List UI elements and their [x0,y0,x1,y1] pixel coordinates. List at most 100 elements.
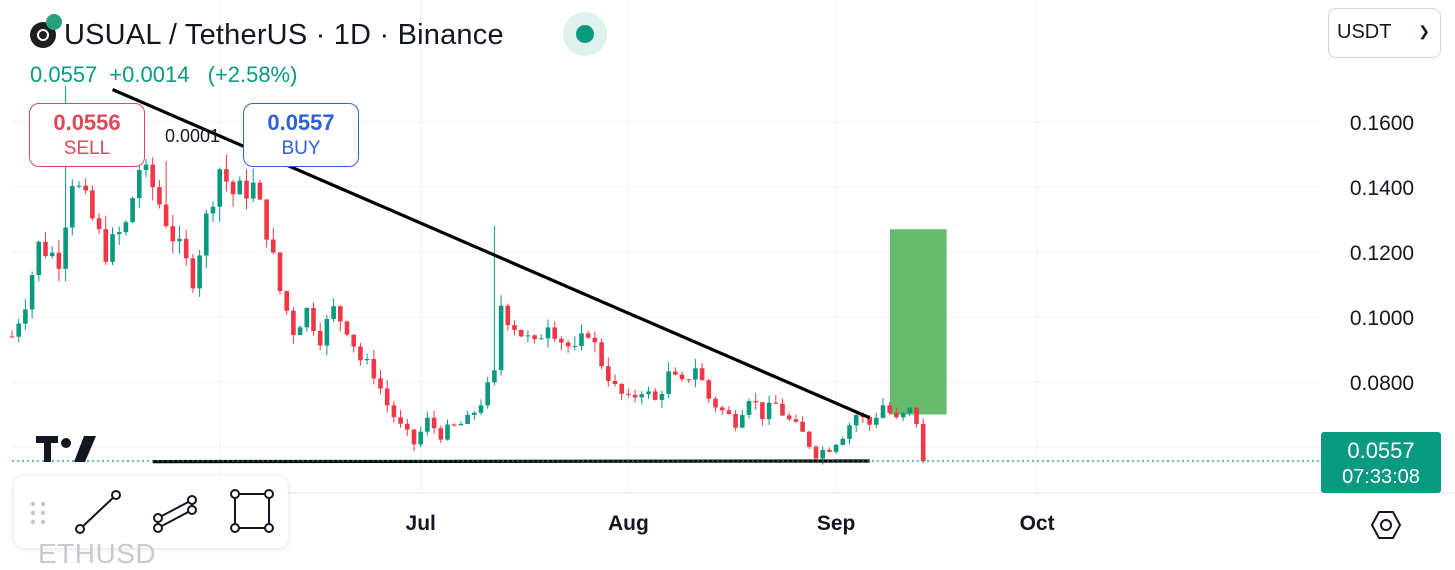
candle-body [23,309,28,324]
candle-body [746,401,752,415]
candle-body [49,252,55,257]
candle-body [96,218,102,230]
drawing-toolbar [14,476,288,548]
candle-body [894,412,899,418]
candle-body [532,335,537,340]
x-tick-label: Sep [817,512,856,535]
candle-body [177,238,182,242]
candle-body [867,417,872,425]
candle-body [391,405,397,418]
candle-body [659,393,665,400]
candle-body [525,335,531,337]
candle-body [331,306,336,319]
candle-body [699,368,705,381]
candle-body [291,310,296,336]
change-percent: (+2.58%) [207,62,298,87]
candle-body [418,431,423,445]
candle-body [137,169,142,199]
candle-body [384,388,390,406]
candle-body [639,394,645,398]
candle-body [364,359,370,361]
candle-body [606,366,611,381]
tether-badge-icon [46,14,62,30]
candle-body [237,180,243,195]
candle-body [599,342,604,367]
candle-body [800,421,805,432]
candle-body [786,415,792,420]
candle-body [244,180,249,199]
buy-label: BUY [281,138,321,159]
candle-body [626,393,631,395]
candle-body [880,405,886,418]
candle-body [230,181,236,195]
candle-body [277,252,283,292]
candle-body [70,185,75,228]
tradingview-logo-icon [36,436,96,462]
candle-body [338,306,343,322]
candle-body [472,412,477,415]
candle-body [371,359,377,379]
symbol-header[interactable]: USUAL / TetherUS · 1D · Binance [30,14,504,56]
candle-body [445,424,450,440]
y-tick-label: 0.1200 [1350,242,1414,265]
candle-body [257,182,263,200]
candle-body [807,431,812,447]
candle-body [297,327,303,336]
target-box [890,229,947,415]
candle-body [431,417,437,429]
last-price: 0.0557 [30,62,98,87]
candle-body [760,402,765,420]
candle-body [900,413,906,418]
drag-handle-icon[interactable] [30,501,46,525]
candle-body [646,391,651,395]
candle-body [103,229,109,262]
candle-body [16,323,21,337]
settings-icon[interactable] [1370,509,1402,541]
market-open-icon [563,12,607,56]
candle-body [311,308,316,331]
symbol-title: USUAL / TetherUS · 1D · Binance [64,18,504,51]
candle-body [197,255,202,289]
candle-body [652,391,658,400]
candle-body [56,252,62,269]
candle-body [43,241,48,257]
candle-body [130,198,135,223]
trendline-upper [111,88,871,420]
candle-body [505,305,511,326]
currency-select[interactable]: USDT ❯ [1328,8,1441,58]
rectangle-icon[interactable] [230,489,274,533]
candle-body [612,380,618,385]
quote-line: 0.0557 +0.0014 (+2.58%) [30,62,297,88]
trend-line-icon[interactable] [75,490,121,534]
candle-body [425,417,430,432]
chevron-down-icon: ❯ [1418,23,1430,39]
buy-button[interactable]: 0.0557 BUY [243,103,359,167]
candle-body [411,429,417,445]
candle-body [780,403,785,416]
candle-body [63,227,68,269]
candle-body [304,308,310,328]
candle-body [753,401,758,403]
candle-body [358,346,363,361]
candle-body [217,169,222,207]
candle-body [351,334,356,347]
sell-label: SELL [63,138,111,159]
parallel-channel-icon[interactable] [153,495,197,533]
change-value: +0.0014 [109,62,190,87]
candle-body [451,424,457,426]
candle-body [83,185,88,191]
candle-body [498,305,504,371]
usual-coin-icon [30,14,62,48]
spread-value: 0.0001 [165,126,221,146]
candle-body [793,419,799,422]
sell-button[interactable]: 0.0556 SELL [29,103,145,167]
y-tick-label: 0.0800 [1350,372,1414,395]
candle-body [585,333,591,338]
candle-body [378,378,383,389]
candle-body [123,222,129,233]
candle-body [673,371,678,375]
candle-body [733,413,738,428]
candle-body [398,417,403,424]
y-tick-label: 0.1400 [1350,177,1414,200]
